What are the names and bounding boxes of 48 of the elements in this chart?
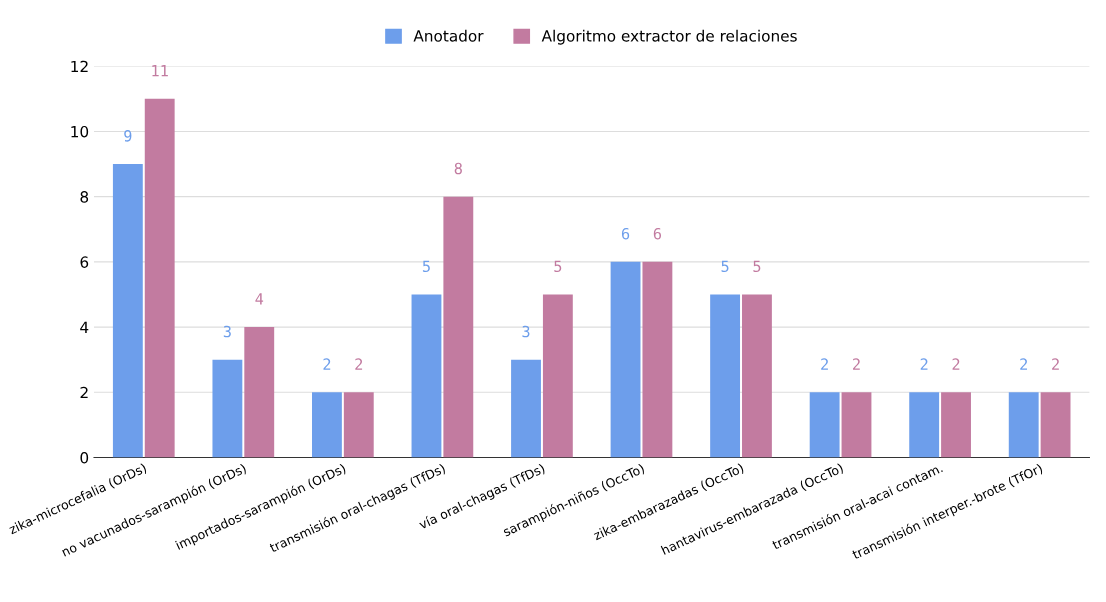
data-label: 2 [323, 358, 331, 370]
data-label: 5 [721, 260, 729, 273]
bar [511, 359, 541, 458]
data-label: 11 [152, 65, 168, 77]
data-label: 2 [821, 358, 828, 370]
data-label: 4 [255, 293, 264, 305]
legend-label: Algoritmo extractor de relaciones [541, 29, 797, 45]
data-label: 2 [1052, 358, 1059, 370]
data-label: 8 [454, 162, 462, 175]
data-label: 6 [653, 227, 662, 240]
bar [542, 294, 573, 458]
data-label: 5 [422, 260, 430, 273]
bar [710, 294, 741, 458]
bar [841, 392, 872, 458]
y-tick-label: 6 [80, 256, 89, 268]
data-label: 2 [853, 358, 860, 370]
bar [312, 392, 342, 458]
bar [144, 98, 175, 458]
bar [809, 392, 840, 458]
y-tick-label: 10 [71, 125, 89, 138]
bar [112, 164, 143, 458]
data-label: 3 [223, 325, 231, 338]
bar [244, 327, 275, 458]
data-label: 2 [355, 358, 363, 370]
y-tick-label: 4 [80, 321, 89, 333]
y-tick-label: 0 [80, 451, 89, 464]
bar [343, 392, 374, 458]
data-label: 9 [124, 130, 132, 142]
bar [1040, 392, 1071, 458]
data-label: 2 [952, 358, 960, 370]
bar [411, 294, 442, 458]
y-tick-label: 12 [71, 60, 88, 73]
legend-label: Anotador [413, 29, 484, 42]
bar [642, 261, 673, 458]
bar [212, 359, 243, 458]
bar [941, 392, 971, 458]
data-label: 5 [554, 260, 562, 273]
bar [610, 261, 641, 458]
data-label: 2 [1020, 358, 1028, 370]
y-tick-label: 2 [80, 386, 88, 399]
data-label: 3 [522, 325, 530, 338]
data-label: 2 [920, 358, 928, 370]
bar [909, 392, 940, 458]
bar [443, 196, 474, 458]
data-label: 6 [621, 227, 630, 240]
y-tick-label: 8 [80, 191, 89, 203]
bar [742, 294, 772, 458]
data-label: 5 [753, 260, 761, 273]
